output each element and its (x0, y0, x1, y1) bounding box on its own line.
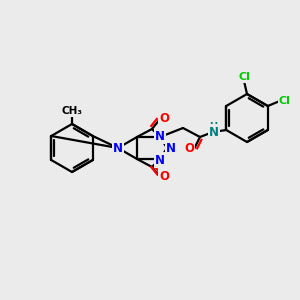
Text: N: N (209, 125, 219, 139)
Text: O: O (184, 142, 194, 155)
Text: Cl: Cl (279, 96, 291, 106)
Text: N: N (155, 154, 165, 166)
Text: H: H (209, 122, 217, 132)
Text: CH₃: CH₃ (61, 106, 82, 116)
Text: Cl: Cl (238, 72, 250, 82)
Text: O: O (159, 170, 169, 184)
Text: N: N (166, 142, 176, 154)
Text: N: N (155, 130, 165, 142)
Text: N: N (113, 142, 123, 154)
Text: O: O (159, 112, 169, 125)
